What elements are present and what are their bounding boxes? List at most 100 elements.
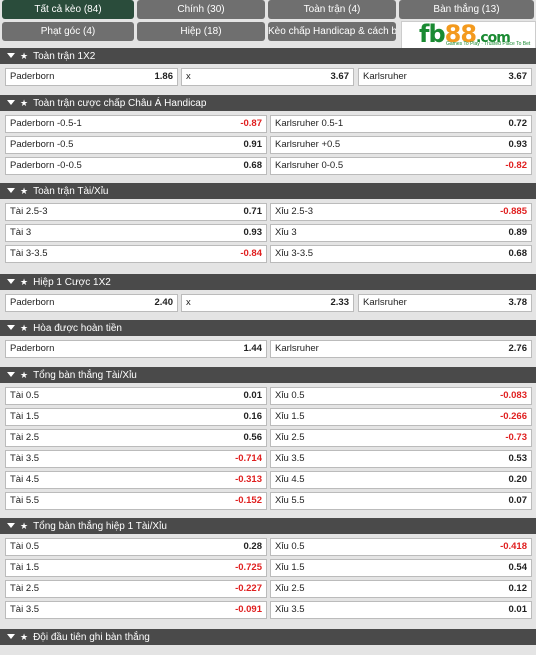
odds-cell[interactable]: Karlsruher 3.67	[358, 68, 532, 86]
odds-cell[interactable]: Tài 0.5 0.01	[5, 387, 267, 405]
odds-cell[interactable]: Xỉu 3.5 0.53	[270, 450, 532, 468]
odds-label: Tài 3	[10, 227, 32, 238]
odds-value: 0.16	[243, 411, 263, 422]
tab-main[interactable]: Chính (30)	[137, 0, 265, 19]
favorite-star-icon[interactable]: ★	[20, 98, 29, 108]
odds-label: Paderborn	[10, 71, 55, 82]
section-header[interactable]: ★ Đội đầu tiên ghi bàn thắng	[0, 629, 536, 645]
odds-label: Paderborn -0-0.5	[10, 160, 82, 171]
odds-value: -0.725	[235, 562, 262, 573]
odds-label: Tài 5.5	[10, 495, 40, 506]
collapse-arrow-icon[interactable]	[7, 634, 15, 640]
odds-cell[interactable]: Tài 3 0.93	[5, 224, 267, 242]
tab-handicap-margin[interactable]: Kèo chấp Handicap & cách biệt (3)	[268, 22, 396, 41]
odds-value: 0.01	[508, 604, 528, 615]
odds-cell[interactable]: Karlsruher 0.5-1 0.72	[270, 115, 532, 133]
odds-cell[interactable]: Xỉu 2.5 -0.73	[270, 429, 532, 447]
odds-value: 0.91	[243, 139, 263, 150]
odds-label: Xỉu 0.5	[275, 541, 305, 552]
odds-label: Karlsruher	[363, 297, 407, 308]
odds-cell[interactable]: Tài 3-3.5 -0.84	[5, 245, 267, 263]
odds-cell[interactable]: Paderborn 2.40	[5, 294, 178, 312]
tab-goals[interactable]: Bàn thắng (13)	[399, 0, 534, 19]
collapse-arrow-icon[interactable]	[7, 372, 15, 378]
tab-all-markets[interactable]: Tất cả kèo (84)	[2, 0, 134, 19]
odds-cell[interactable]: Paderborn 1.86	[5, 68, 178, 86]
odds-cell[interactable]: Tài 5.5 -0.152	[5, 492, 267, 510]
section-header[interactable]: ★ Hòa được hoàn tiền	[0, 320, 536, 336]
odds-cell[interactable]: Tài 0.5 0.28	[5, 538, 267, 556]
odds-cell[interactable]: Karlsruher +0.5 0.93	[270, 136, 532, 154]
odds-label: Xỉu 3-3.5	[275, 248, 314, 259]
collapse-arrow-icon[interactable]	[7, 100, 15, 106]
section-header[interactable]: ★ Toàn trận Tài/Xỉu	[0, 183, 536, 199]
odds-cell[interactable]: Paderborn -0.5 0.91	[5, 136, 267, 154]
odds-cell[interactable]: Xỉu 3.5 0.01	[270, 601, 532, 619]
odds-cell[interactable]: Xỉu 2.5-3 -0.885	[270, 203, 532, 221]
odds-label: Tài 1.5	[10, 411, 40, 422]
odds-cell[interactable]: x 3.67	[181, 68, 354, 86]
odds-cell[interactable]: Karlsruher 3.78	[358, 294, 532, 312]
odds-cell[interactable]: Paderborn -0-0.5 0.68	[5, 157, 267, 175]
odds-value: 3.67	[508, 71, 528, 82]
favorite-star-icon[interactable]: ★	[20, 51, 29, 61]
section-header[interactable]: ★ Hiệp 1 Cược 1X2	[0, 274, 536, 290]
favorite-star-icon[interactable]: ★	[20, 277, 29, 287]
odds-cell[interactable]: Tài 2.5-3 0.71	[5, 203, 267, 221]
tab-full-match[interactable]: Toàn trận (4)	[268, 0, 396, 19]
tab-halves[interactable]: Hiệp (18)	[137, 22, 265, 41]
odds-cell[interactable]: Karlsruher 0-0.5 -0.82	[270, 157, 532, 175]
odds-label: Karlsruher +0.5	[275, 139, 341, 150]
collapse-arrow-icon[interactable]	[7, 523, 15, 529]
tab-corners[interactable]: Phạt góc (4)	[2, 22, 134, 41]
odds-cell[interactable]: Xỉu 3 0.89	[270, 224, 532, 242]
collapse-arrow-icon[interactable]	[7, 279, 15, 285]
odds-cell[interactable]: Xỉu 0.5 -0.418	[270, 538, 532, 556]
odds-label: Tài 0.5	[10, 541, 40, 552]
odds-value: -0.73	[505, 432, 527, 443]
odds-label: Xỉu 1.5	[275, 562, 305, 573]
odds-cell[interactable]: Tài 4.5 -0.313	[5, 471, 267, 489]
favorite-star-icon[interactable]: ★	[20, 521, 29, 531]
odds-cell[interactable]: Xỉu 5.5 0.07	[270, 492, 532, 510]
odds-cell[interactable]: Xỉu 0.5 -0.083	[270, 387, 532, 405]
odds-label: Tài 2.5	[10, 432, 40, 443]
odds-label: Tài 3-3.5	[10, 248, 48, 259]
favorite-star-icon[interactable]: ★	[20, 632, 29, 642]
odds-cell[interactable]: Karlsruher 2.76	[270, 340, 532, 358]
odds-value: -0.091	[235, 604, 262, 615]
section-header[interactable]: ★ Toàn trận cược chấp Châu Á Handicap	[0, 95, 536, 111]
odds-value: 0.89	[508, 227, 528, 238]
odds-value: -0.083	[500, 390, 527, 401]
odds-cell[interactable]: Tài 1.5 0.16	[5, 408, 267, 426]
odds-cell[interactable]: Xỉu 4.5 0.20	[270, 471, 532, 489]
favorite-star-icon[interactable]: ★	[20, 323, 29, 333]
odds-value: 0.28	[243, 541, 263, 552]
odds-cell[interactable]: Xỉu 1.5 0.54	[270, 559, 532, 577]
odds-cell[interactable]: x 2.33	[181, 294, 354, 312]
odds-value: 0.01	[243, 390, 263, 401]
collapse-arrow-icon[interactable]	[7, 325, 15, 331]
odds-cell[interactable]: Xỉu 1.5 -0.266	[270, 408, 532, 426]
section-header[interactable]: ★ Tổng bàn thắng hiệp 1 Tài/Xỉu	[0, 518, 536, 534]
odds-cell[interactable]: Xỉu 2.5 0.12	[270, 580, 532, 598]
odds-cell[interactable]: Xỉu 3-3.5 0.68	[270, 245, 532, 263]
section-title: Đội đầu tiên ghi bàn thắng	[33, 632, 150, 643]
odds-cell[interactable]: Tài 1.5 -0.725	[5, 559, 267, 577]
odds-label: x	[186, 71, 191, 82]
odds-cell[interactable]: Tài 2.5 0.56	[5, 429, 267, 447]
odds-cell[interactable]: Tài 3.5 -0.714	[5, 450, 267, 468]
odds-cell[interactable]: Tài 3.5 -0.091	[5, 601, 267, 619]
odds-cell[interactable]: Tài 2.5 -0.227	[5, 580, 267, 598]
collapse-arrow-icon[interactable]	[7, 53, 15, 59]
fb88-logo[interactable]: fb88.com Games To Play · Trusted Place T…	[401, 21, 536, 49]
odds-cell[interactable]: Paderborn -0.5-1 -0.87	[5, 115, 267, 133]
favorite-star-icon[interactable]: ★	[20, 370, 29, 380]
odds-label: Tài 1.5	[10, 562, 40, 573]
odds-value: 0.93	[508, 139, 528, 150]
section-header[interactable]: ★ Tổng bàn thắng Tài/Xỉu	[0, 367, 536, 383]
collapse-arrow-icon[interactable]	[7, 188, 15, 194]
odds-cell[interactable]: Paderborn 1.44	[5, 340, 267, 358]
favorite-star-icon[interactable]: ★	[20, 186, 29, 196]
section-header[interactable]: ★ Toàn trận 1X2	[0, 48, 536, 64]
